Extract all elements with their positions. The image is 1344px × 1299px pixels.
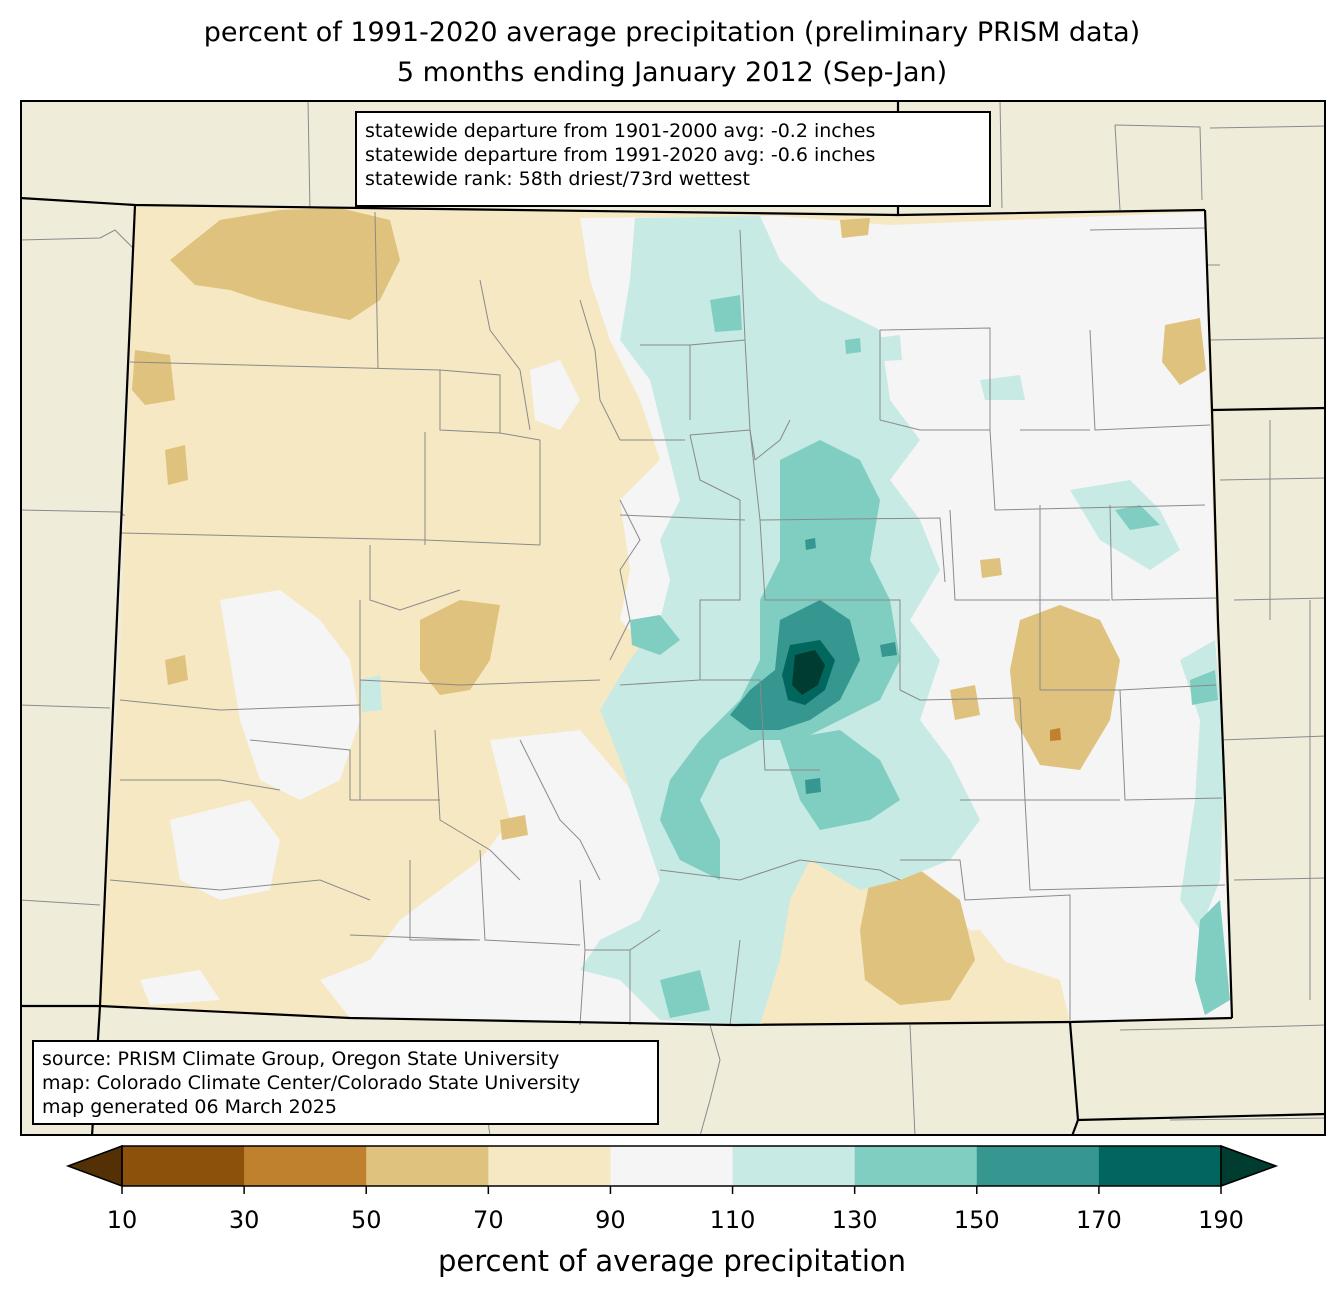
generated-date-line: map generated 06 March 2025 bbox=[42, 1096, 337, 1118]
dry-50-70-areas bbox=[132, 208, 1206, 1005]
colorbar bbox=[65, 1144, 1279, 1194]
map-credit-line: map: Colorado Climate Center/Colorado St… bbox=[42, 1072, 581, 1094]
colorbar-tick-label: 50 bbox=[350, 1206, 382, 1234]
precipitation-map bbox=[20, 100, 1326, 1136]
colorbar-outline bbox=[121, 1145, 1222, 1187]
dry-30-50-spot bbox=[1050, 728, 1061, 741]
colorbar-tick-label: 130 bbox=[831, 1206, 878, 1234]
stats-departure-1991-2020: statewide departure from 1991-2020 avg: … bbox=[365, 144, 876, 166]
source-credits-box: source: PRISM Climate Group, Oregon Stat… bbox=[32, 1040, 659, 1125]
colorbar-tick-label: 90 bbox=[595, 1206, 626, 1234]
colorbar-swatch bbox=[610, 1146, 734, 1186]
map-title-line1: percent of 1991-2020 average precipitati… bbox=[203, 17, 1141, 48]
colorbar-swatch bbox=[976, 1146, 1100, 1186]
colorbar-tick-label: 110 bbox=[709, 1206, 756, 1234]
colorbar-tick-label: 170 bbox=[1075, 1206, 1122, 1234]
colorbar-tick-label: 10 bbox=[106, 1206, 138, 1234]
statewide-stats-box: statewide departure from 1901-2000 avg: … bbox=[355, 111, 991, 207]
map-title-line2: 5 months ending January 2012 (Sep-Jan) bbox=[396, 57, 948, 88]
colorbar-tick-label: 150 bbox=[953, 1206, 1000, 1234]
colorbar-swatch bbox=[854, 1146, 978, 1186]
colorbar-over-arrow bbox=[1220, 1144, 1279, 1188]
colorbar-swatch bbox=[244, 1146, 367, 1186]
colorbar-tick-label: 70 bbox=[473, 1206, 504, 1234]
stats-rank: statewide rank: 58th driest/73rd wettest bbox=[365, 168, 750, 190]
map-frame-border bbox=[20, 100, 1326, 1136]
colorbar-label: percent of average precipitation bbox=[437, 1244, 907, 1278]
colorbar-tick-label: 190 bbox=[1198, 1206, 1244, 1234]
colorbar-under-arrow bbox=[65, 1144, 123, 1188]
colorbar-swatch bbox=[732, 1146, 856, 1186]
colorbar-tick-label: 30 bbox=[228, 1206, 260, 1234]
county-lines bbox=[109, 211, 1226, 1026]
colorbar-swatch bbox=[1098, 1146, 1222, 1186]
wet-over-190-area bbox=[792, 650, 825, 695]
colorbar-swatch bbox=[122, 1146, 245, 1186]
colorbar-swatch bbox=[366, 1146, 489, 1186]
colorbar-swatch bbox=[488, 1146, 611, 1186]
stats-departure-1901-2000: statewide departure from 1901-2000 avg: … bbox=[365, 120, 876, 142]
source-line: source: PRISM Climate Group, Oregon Stat… bbox=[42, 1048, 560, 1070]
